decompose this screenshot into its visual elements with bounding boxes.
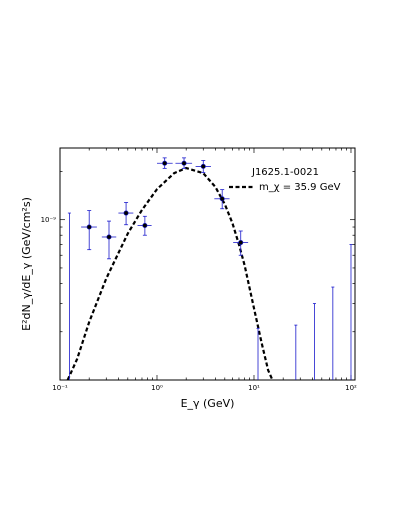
data-point-4	[137, 215, 152, 236]
data-marker	[142, 222, 148, 228]
data-point-8	[214, 189, 230, 210]
upper-limit-1	[67, 212, 71, 380]
data-point-6	[175, 157, 193, 169]
model-curve-layer	[66, 166, 274, 381]
data-marker	[200, 163, 206, 169]
x-tick-label: 10⁻¹	[52, 384, 68, 392]
data-marker	[123, 210, 129, 216]
model-curve-line	[66, 166, 274, 381]
data-marker	[219, 196, 225, 202]
legend-entry-label: m_χ = 35.9 GeV	[259, 182, 341, 193]
plot-frame	[59, 147, 356, 381]
upper-limit-6	[349, 244, 353, 380]
data-marker	[181, 160, 187, 166]
legend-title: J1625.1-0021	[251, 167, 319, 178]
x-tick-label: 10²	[345, 384, 357, 392]
y-axis-label: E²dN_γ/dE_γ (GeV/cm²s)	[20, 197, 33, 331]
data-point-3	[118, 202, 134, 226]
data-marker	[86, 224, 92, 230]
y-tick-label: 10⁻⁹	[41, 216, 57, 224]
x-axis-label: E_γ (GeV)	[181, 397, 235, 410]
x-tick-label: 10¹	[248, 384, 260, 392]
data-point-9	[233, 230, 249, 256]
data-point-2	[101, 220, 117, 260]
legend-layer: J1625.1-0021 m_χ = 35.9 GeV	[229, 167, 341, 193]
upper-limit-3	[294, 324, 298, 380]
data-points-layer	[67, 157, 353, 380]
data-marker	[106, 234, 112, 240]
upper-limit-5	[331, 286, 335, 380]
upper-limit-2	[256, 327, 260, 380]
data-point-7	[195, 160, 211, 173]
data-point-5	[156, 157, 173, 169]
data-marker	[238, 240, 244, 246]
data-marker	[162, 160, 168, 166]
data-point-1	[81, 210, 97, 251]
x-tick-label: 10⁰	[151, 384, 163, 392]
upper-limit-4	[312, 303, 316, 380]
axes-layer: 10⁻¹ 10⁰ 10¹ 10² 10⁻⁹ E_γ (GeV) E²dN_γ/dE_γ (G…	[20, 147, 357, 410]
